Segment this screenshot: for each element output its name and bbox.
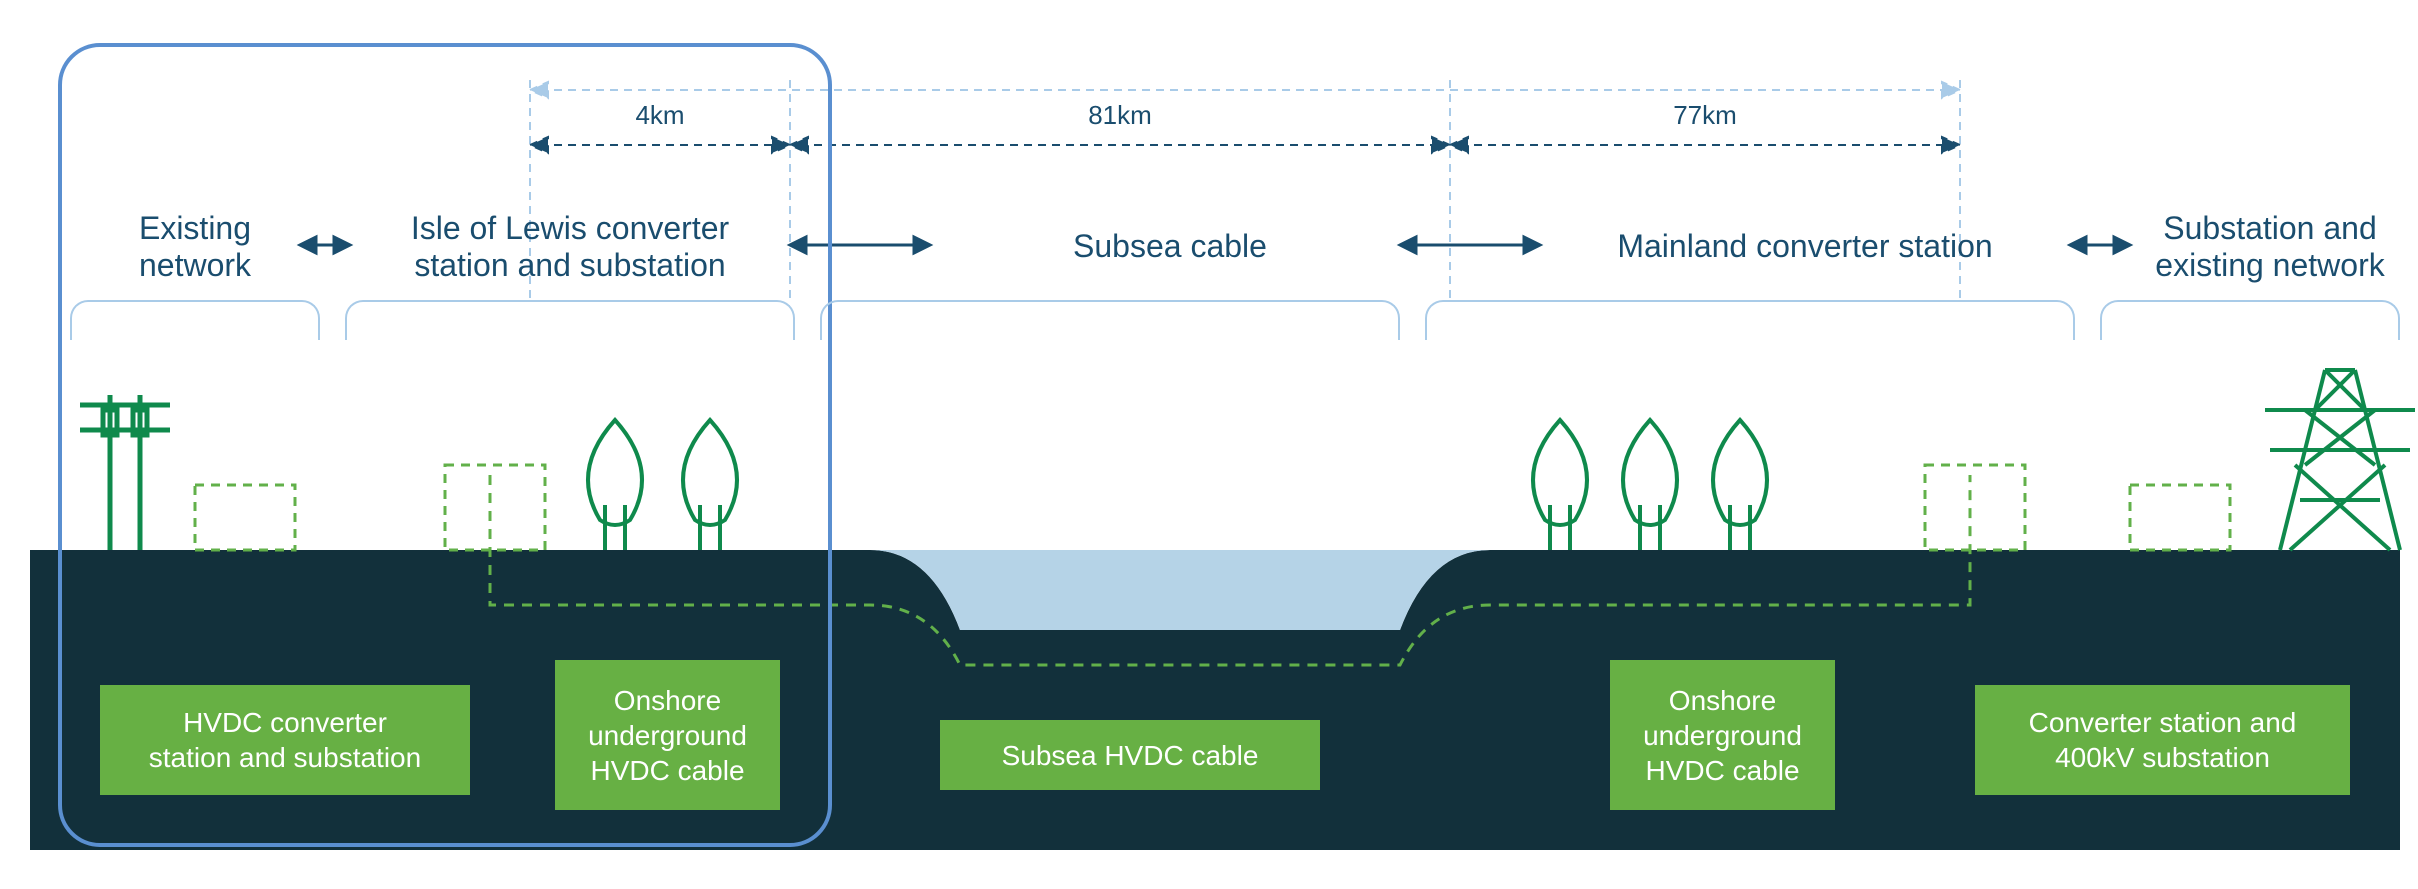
bracket-2: [345, 300, 795, 340]
bracket-4: [1425, 300, 2075, 340]
box-onshore-left: OnshoreundergroundHVDC cable: [555, 660, 780, 810]
tree-icon: [1713, 420, 1767, 550]
dimension-top: [530, 82, 1960, 98]
diagram-root: 4km 81km 77km Existingnetwork Isle of Le…: [0, 0, 2418, 889]
distance-arrows: [530, 137, 1960, 153]
tree-icon: [683, 420, 737, 550]
section-subsea: Subsea cable: [990, 228, 1350, 265]
section-mainland: Mainland converter station: [1560, 228, 2050, 265]
utility-pole-icon: [80, 395, 170, 550]
box-converter-400kv: Converter station and400kV substation: [1975, 685, 2350, 795]
tree-icon: [588, 420, 642, 550]
distance-4km: 4km: [530, 100, 790, 131]
buildings: [195, 465, 2230, 550]
section-isle-lewis: Isle of Lewis converterstation and subst…: [365, 210, 775, 284]
trees: [588, 420, 1767, 550]
section-substation-existing: Substation andexisting network: [2135, 210, 2405, 284]
tree-icon: [1623, 420, 1677, 550]
section-existing-network: Existingnetwork: [100, 210, 290, 284]
water: [870, 550, 1490, 630]
box-hvdc-converter: HVDC converterstation and substation: [100, 685, 470, 795]
bracket-1: [70, 300, 320, 340]
box-onshore-right: OnshoreundergroundHVDC cable: [1610, 660, 1835, 810]
bracket-5: [2100, 300, 2400, 340]
distance-81km: 81km: [790, 100, 1450, 131]
pylon-icon: [2265, 370, 2415, 550]
tree-icon: [1533, 420, 1587, 550]
bracket-3: [820, 300, 1400, 340]
box-subsea-hvdc: Subsea HVDC cable: [940, 720, 1320, 790]
distance-77km: 77km: [1450, 100, 1960, 131]
